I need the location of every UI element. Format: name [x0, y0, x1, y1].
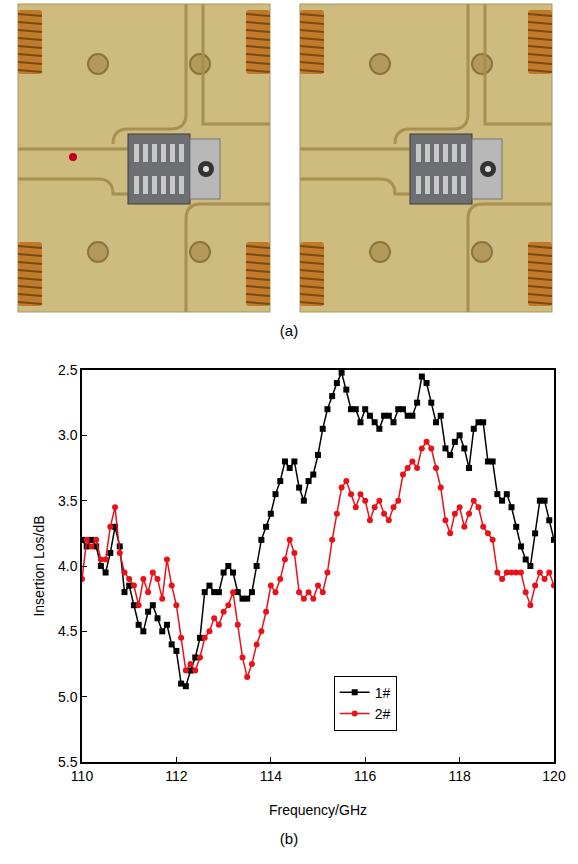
svg-text:110: 110	[71, 768, 94, 784]
svg-text:1#: 1#	[375, 685, 391, 701]
svg-text:2.5: 2.5	[58, 362, 78, 378]
svg-text:114: 114	[260, 768, 283, 784]
svg-text:5.5: 5.5	[58, 754, 78, 770]
svg-text:118: 118	[448, 768, 471, 784]
svg-text:3.5: 3.5	[58, 493, 78, 509]
svg-text:Frequency/GHz: Frequency/GHz	[269, 802, 367, 818]
svg-text:112: 112	[165, 768, 188, 784]
svg-text:4.5: 4.5	[58, 623, 78, 639]
svg-text:4.0: 4.0	[58, 558, 78, 574]
svg-text:120: 120	[542, 768, 566, 784]
svg-text:Insertion Los/dB: Insertion Los/dB	[31, 515, 47, 616]
svg-text:3.0: 3.0	[58, 427, 78, 443]
svg-text:5.0: 5.0	[58, 689, 78, 705]
html-text:(b): (b)	[279, 830, 299, 847]
svg-text:2#: 2#	[375, 706, 391, 722]
svg-text:116: 116	[354, 768, 377, 784]
html-text:(a): (a)	[279, 322, 299, 339]
